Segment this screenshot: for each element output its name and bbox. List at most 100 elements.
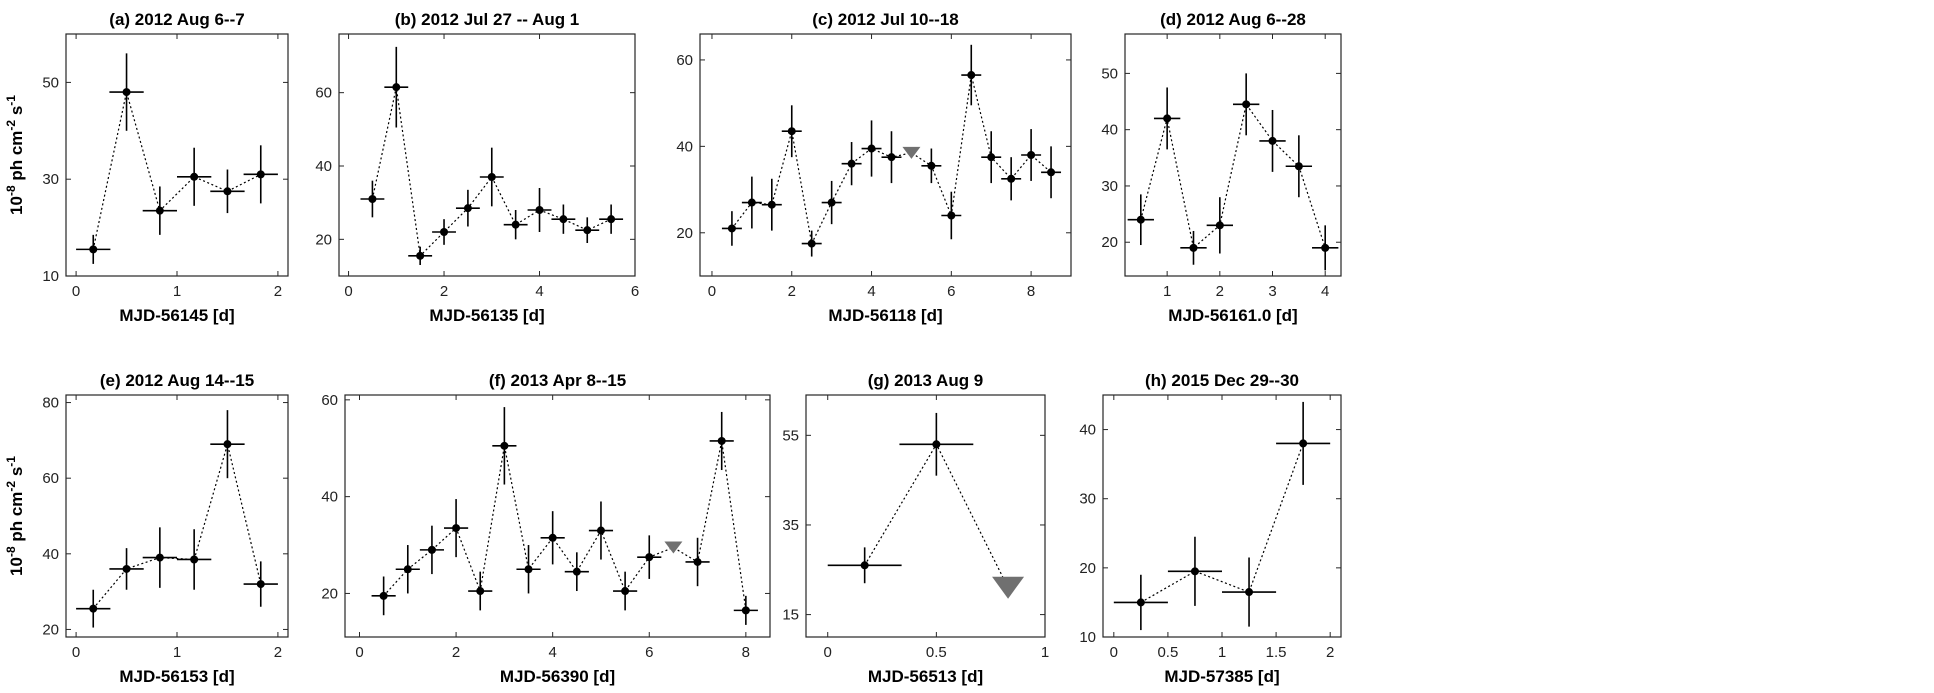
y-tick-label: 30 [42,171,59,188]
data-point [511,220,520,229]
data-layer [371,407,758,625]
x-tick-label: 0 [72,283,80,300]
data-point [693,557,702,566]
x-axis-label: MJD-56135 [d] [429,306,544,325]
x-tick-label: 2 [274,644,282,661]
data-point [427,545,436,554]
y-tick-label: 10 [1079,629,1096,646]
y-tick-label: 40 [1079,422,1096,439]
series-line [1140,102,1326,250]
panel-title: (g) 2013 Aug 9 [868,371,984,390]
upper-limit-marker [992,576,1025,599]
data-layer [76,410,278,628]
data-point [727,224,736,233]
y-label-part: 10 [7,196,26,215]
data-point [967,71,976,80]
x-tick-label: 2 [1326,644,1334,661]
x-tick-label: 4 [535,283,543,300]
axes-frame [1124,33,1342,277]
y-tick-label: 20 [1079,560,1096,577]
x-tick-label: 1 [173,644,181,661]
x-axis-label: MJD-56390 [d] [500,667,615,686]
axes-frame [805,394,1046,638]
panel-title: (h) 2015 Dec 29--30 [1145,371,1299,390]
panel-title: (d) 2012 Aug 6--28 [1160,10,1306,29]
y-axis-label: 10-8 ph cm-2 s-1 [4,95,26,215]
data-point [223,187,232,196]
data-point [416,251,425,260]
panel-f: (f) 2013 Apr 8--15 0 2 4 6 8 20 40 60 MJD-56390 [… [321,371,771,686]
x-axis-label: MJD-56153 [d] [119,667,234,686]
axes-frame [344,394,771,638]
y-tick-label: 20 [42,621,59,638]
data-point [767,200,776,209]
y-tick-label: 30 [1101,178,1118,195]
y-tick-label: 50 [42,74,59,91]
y-tick-label: 20 [1101,234,1118,251]
data-point [1136,598,1145,607]
data-point [476,587,485,596]
y-tick-label: 40 [42,546,59,563]
x-tick-label: 2 [274,283,282,300]
data-point [535,206,544,214]
data-point [256,580,265,589]
x-tick-label: 0 [355,644,363,661]
x-tick-label: 1 [1218,644,1226,661]
panel-d: (d) 2012 Aug 6--28 1 2 3 4 20 30 40 50 MJD-56161.… [1101,10,1342,325]
panel-c: (c) 2012 Jul 10--18 0 2 4 6 8 20 40 60 MJD-56118 … [676,10,1072,325]
y-tick-label: 60 [321,392,338,409]
data-point [787,127,796,136]
y-tick-label: 60 [676,52,693,69]
data-layer [1113,401,1331,631]
x-tick-label: 1 [1163,283,1171,300]
y-tick-label: 60 [42,470,59,487]
data-point [621,587,630,596]
data-point [717,436,726,445]
x-tick-label: 8 [1027,283,1035,300]
data-point [747,198,756,207]
data-point [1163,114,1172,123]
data-layer [360,46,624,265]
data-point [122,564,131,573]
x-tick-label: 0 [344,283,352,300]
x-tick-label: 6 [947,283,955,300]
y-label-part: s [7,106,26,120]
data-point [607,215,616,224]
data-point [947,211,956,220]
x-tick-label: 6 [645,644,653,661]
data-point [1294,162,1303,171]
axes-frame [338,33,636,277]
panel-title: (a) 2012 Aug 6--7 [109,10,244,29]
panel-h: (h) 2015 Dec 29--30 0 0.5 1 1.5 2 10 20 30 40 MJD-… [1079,371,1342,686]
y-tick-label: 40 [1101,122,1118,139]
data-point [392,83,401,92]
series-line [92,441,262,609]
y-tick-label: 20 [676,225,693,242]
data-point [807,239,816,248]
x-tick-label: 0 [72,644,80,661]
data-point [927,161,936,170]
panel-title: (b) 2012 Jul 27 -- Aug 1 [395,10,580,29]
y-label-superscript: -1 [4,456,18,467]
x-tick-label: 3 [1268,283,1276,300]
x-tick-label: 2 [1216,283,1224,300]
panel-e: (e) 2012 Aug 14--15 0 1 2 20 40 60 80 MJD-56153 … [4,371,289,686]
x-tick-label: 2 [452,644,460,661]
y-tick-label: 40 [321,489,338,506]
series-line [92,91,262,250]
data-layer [1127,73,1339,271]
data-point [887,153,896,162]
data-point [1299,439,1308,448]
data-point [190,172,199,181]
data-point [1215,221,1224,230]
data-point [847,159,856,168]
data-point [524,565,533,574]
x-tick-label: 2 [440,283,448,300]
y-tick-label: 20 [321,585,338,602]
axes-frame [699,33,1072,277]
y-label-part: 10 [7,557,26,576]
y-label-superscript: -8 [4,185,18,196]
x-tick-label: 0 [1110,644,1118,661]
data-point [155,553,164,562]
data-point [827,198,836,207]
